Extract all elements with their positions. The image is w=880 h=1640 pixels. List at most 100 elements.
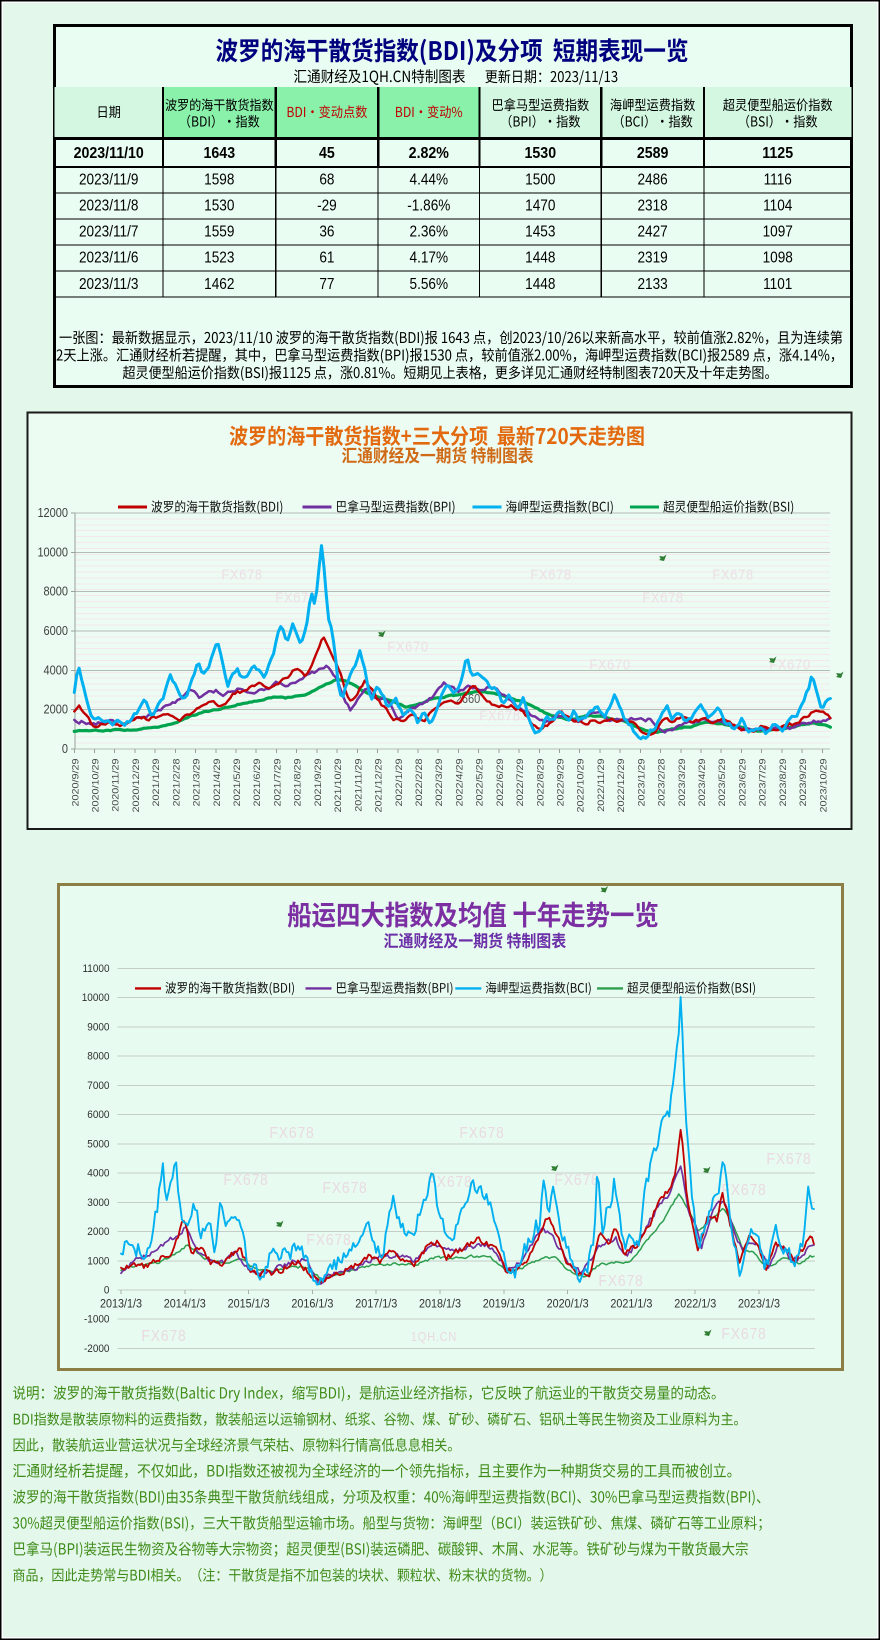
svg-text:5.56%: 5.56% [410,276,449,293]
svg-text:2023/6/29: 2023/6/29 [738,758,748,806]
svg-text:2022/1/3: 2022/1/3 [674,1298,716,1311]
svg-text:2022/8/29: 2022/8/29 [536,758,546,806]
svg-text:-1.86%: -1.86% [407,198,450,215]
svg-text:2486: 2486 [637,172,667,189]
svg-text:2013/1/3: 2013/1/3 [100,1298,142,1311]
svg-text:2020/1/3: 2020/1/3 [547,1298,589,1311]
svg-text:2589: 2589 [637,144,669,162]
svg-text:1000: 1000 [87,1255,109,1268]
svg-text:2023/11/3: 2023/11/3 [79,276,138,293]
svg-text:-29: -29 [317,198,337,215]
svg-text:2020/9/29: 2020/9/29 [71,758,81,806]
svg-text:2022/10/29: 2022/10/29 [576,758,586,812]
svg-text:2015/1/3: 2015/1/3 [228,1298,270,1311]
svg-text:2022/12/29: 2022/12/29 [617,758,627,812]
svg-text:2021/3/29: 2021/3/29 [192,758,202,806]
svg-text:2021/1/3: 2021/1/3 [610,1298,652,1311]
svg-text:1453: 1453 [525,224,555,241]
svg-text:2023/5/29: 2023/5/29 [718,758,728,806]
svg-text:1462: 1462 [204,276,234,293]
svg-text:2427: 2427 [637,224,667,241]
svg-text:1116: 1116 [764,172,792,189]
svg-text:4000: 4000 [87,1167,109,1180]
svg-text:1470: 1470 [525,198,555,215]
svg-text:6000: 6000 [87,1109,109,1122]
svg-text:36: 36 [319,224,334,241]
svg-text:10000: 10000 [82,992,110,1005]
svg-text:61: 61 [319,250,334,267]
svg-text:2133: 2133 [637,276,667,293]
svg-text:1448: 1448 [525,276,555,293]
svg-text:FX678: FX678 [221,566,262,583]
svg-text:2660: 2660 [456,692,481,706]
svg-text:2021/8/29: 2021/8/29 [293,758,303,806]
svg-text:2021/11/29: 2021/11/29 [354,758,364,812]
svg-text:2319: 2319 [637,250,667,267]
svg-text:0: 0 [62,742,69,756]
svg-text:8000: 8000 [44,585,69,599]
svg-text:1523: 1523 [204,250,234,267]
svg-text:2016/1/3: 2016/1/3 [291,1298,333,1311]
svg-text:1643: 1643 [204,144,236,162]
svg-text:FX678: FX678 [427,1173,472,1191]
svg-text:FX678: FX678 [721,1325,766,1343]
svg-text:1097: 1097 [763,224,793,241]
svg-text:2023/9/29: 2023/9/29 [799,758,809,806]
svg-text:2023/11/7: 2023/11/7 [79,224,138,241]
svg-text:2022/6/29: 2022/6/29 [495,758,505,806]
svg-text:5000: 5000 [87,1138,109,1151]
svg-text:2022/9/29: 2022/9/29 [556,758,566,806]
svg-text:2000: 2000 [87,1225,109,1238]
svg-text:2022/5/29: 2022/5/29 [475,758,485,806]
svg-text:2023/3/29: 2023/3/29 [677,758,687,806]
svg-text:2022/4/29: 2022/4/29 [455,758,465,806]
svg-text:1125: 1125 [762,144,793,162]
svg-text:-2000: -2000 [84,1342,110,1355]
svg-text:FX670: FX670 [769,656,810,673]
svg-text:4.44%: 4.44% [410,172,449,189]
svg-text:2023/11/6: 2023/11/6 [79,250,138,267]
svg-text:2021/7/29: 2021/7/29 [273,758,283,806]
svg-text:0: 0 [104,1284,110,1297]
svg-text:77: 77 [319,276,334,293]
svg-text:2023/10/29: 2023/10/29 [819,758,829,812]
svg-text:1530: 1530 [525,144,557,162]
svg-text:12000: 12000 [37,506,68,520]
svg-text:3000: 3000 [87,1196,109,1209]
svg-text:FX678: FX678 [275,589,316,606]
svg-text:6000: 6000 [44,624,69,638]
svg-text:1500: 1500 [525,172,555,189]
svg-text:1QH.CN: 1QH.CN [411,1330,457,1344]
svg-text:2020/12/29: 2020/12/29 [131,758,141,812]
svg-text:9000: 9000 [87,1021,109,1034]
svg-text:2022/1/29: 2022/1/29 [394,758,404,806]
svg-text:2022/7/29: 2022/7/29 [516,758,526,806]
svg-text:FX678: FX678 [479,707,520,724]
svg-text:2022/3/29: 2022/3/29 [435,758,445,806]
svg-text:8000: 8000 [87,1050,109,1063]
svg-text:2023/11/9: 2023/11/9 [79,172,138,189]
svg-text:10000: 10000 [37,546,68,560]
svg-text:FX670: FX670 [387,638,428,655]
svg-text:2023/11/8: 2023/11/8 [79,198,138,215]
svg-text:1530: 1530 [204,198,234,215]
svg-text:FX678: FX678 [712,566,753,583]
svg-text:2023/7/29: 2023/7/29 [758,758,768,806]
svg-text:2021/5/29: 2021/5/29 [233,758,243,806]
svg-text:FX678: FX678 [642,589,683,606]
svg-text:2021/6/29: 2021/6/29 [253,758,263,806]
svg-text:2023/1/29: 2023/1/29 [637,758,647,806]
svg-text:1598: 1598 [204,172,234,189]
svg-text:2000: 2000 [44,703,69,717]
svg-text:FX678: FX678 [223,1171,268,1189]
svg-text:FX678: FX678 [459,1124,504,1142]
svg-text:2023/1/3: 2023/1/3 [738,1298,780,1311]
svg-text:FX678: FX678 [322,1179,367,1197]
svg-text:2318: 2318 [637,198,667,215]
svg-text:2014/1/3: 2014/1/3 [164,1298,206,1311]
svg-text:7000: 7000 [87,1079,109,1092]
svg-text:FX678: FX678 [766,1150,811,1168]
svg-text:2017/1/3: 2017/1/3 [355,1298,397,1311]
svg-text:FX678: FX678 [598,1272,643,1290]
svg-text:2018/1/3: 2018/1/3 [419,1298,461,1311]
